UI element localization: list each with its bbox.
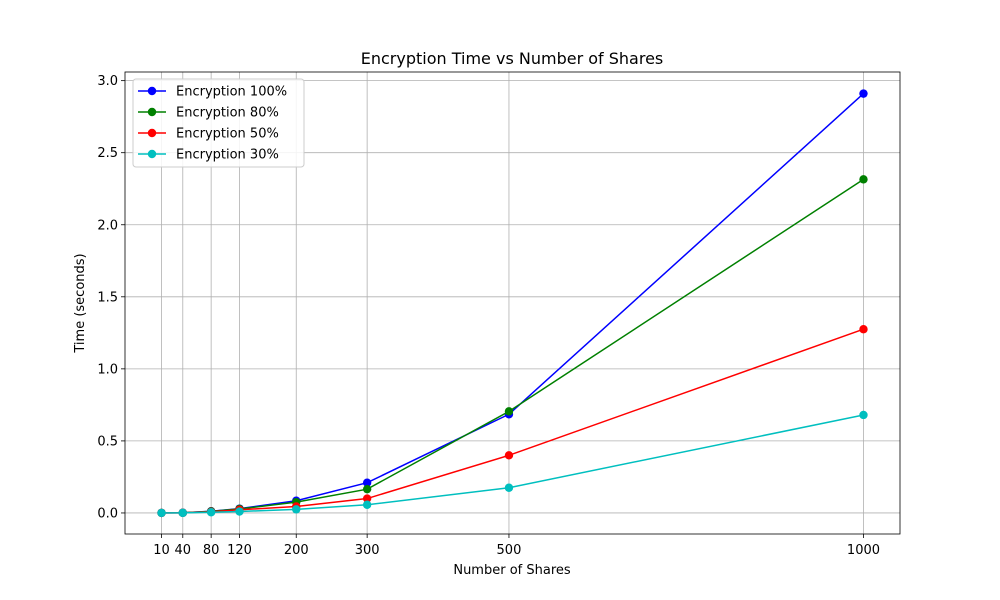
data-point	[504, 451, 514, 460]
data-point	[504, 407, 514, 416]
y-tick-label: 2.5	[97, 146, 118, 161]
x-tick-label: 200	[284, 543, 309, 558]
data-point	[178, 508, 187, 518]
legend-item: Encryption 30%	[138, 148, 279, 163]
y-tick-label: 1.0	[97, 362, 118, 377]
legend-item: Encryption 50%	[138, 127, 279, 142]
data-point	[235, 507, 244, 516]
plot-frame	[124, 71, 901, 535]
x-tick-label: 10	[153, 543, 170, 558]
legend-marker	[147, 86, 157, 96]
data-point	[859, 410, 868, 420]
y-tick-label: 0.0	[97, 506, 118, 521]
legend-box	[132, 78, 305, 168]
data-point	[859, 325, 868, 334]
data-point	[362, 500, 372, 509]
x-axis: 10 40 80 120 200 300 500 1000	[153, 534, 880, 558]
y-axis-label: Time (seconds)	[73, 253, 88, 353]
x-axis-label: Number of Shares	[453, 563, 571, 578]
data-point	[157, 508, 166, 518]
legend-marker	[147, 128, 157, 138]
legend-label: Encryption 30%	[176, 148, 279, 163]
data-point	[859, 175, 868, 184]
y-tick-label: 3.0	[97, 74, 118, 89]
x-tick-label: 1000	[847, 543, 880, 558]
y-axis: 0.0 0.5 1.0 1.5 2.0 2.5 3.0	[97, 74, 125, 521]
x-tick-label: 120	[227, 543, 252, 558]
legend-item: Encryption 80%	[138, 106, 279, 121]
legend-marker	[147, 149, 157, 159]
x-tick-label: 80	[203, 543, 220, 558]
data-point	[859, 89, 868, 98]
chart-title: Encryption Time vs Number of Shares	[361, 49, 664, 68]
data-point	[362, 494, 372, 503]
y-tick-label: 1.5	[97, 290, 118, 305]
series-4	[157, 410, 868, 518]
legend-label: Encryption 100%	[176, 85, 287, 100]
series-layer	[157, 89, 868, 518]
legend-label: Encryption 50%	[176, 127, 279, 142]
legend: Encryption 100% Encryption 80% Encryption …	[132, 78, 305, 168]
x-tick-label: 40	[175, 543, 192, 558]
data-point	[292, 505, 301, 514]
legend-label: Encryption 80%	[176, 106, 279, 121]
data-point	[504, 483, 514, 492]
x-tick-label: 500	[497, 543, 522, 558]
legend-item: Encryption 100%	[138, 85, 287, 100]
series-line	[161, 414, 864, 514]
x-tick-label: 300	[355, 543, 380, 558]
data-point	[206, 508, 216, 517]
y-tick-label: 0.5	[97, 434, 118, 449]
data-point	[362, 478, 372, 487]
legend-marker	[147, 107, 157, 117]
y-tick-label: 2.0	[97, 218, 118, 233]
data-point	[362, 484, 372, 494]
